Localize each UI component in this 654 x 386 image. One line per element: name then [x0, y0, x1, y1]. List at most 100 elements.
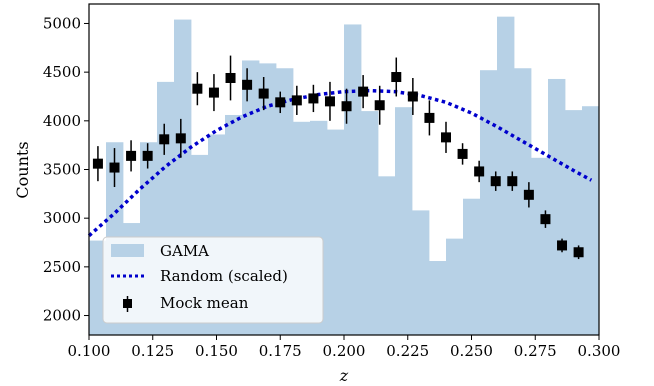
mock-mean-point	[175, 118, 186, 158]
mock-mean-marker	[424, 112, 435, 123]
gama-bar	[344, 24, 362, 335]
mock-mean-point	[109, 148, 120, 188]
mock-mean-point	[358, 75, 369, 109]
gama-bar	[326, 129, 345, 335]
legend-swatch-mock-marker	[123, 299, 132, 308]
gama-bar	[395, 107, 413, 335]
mock-mean-marker	[159, 134, 170, 145]
gama-bar	[565, 110, 583, 335]
mock-mean-marker	[192, 83, 203, 94]
legend-label-random: Random (scaled)	[160, 267, 288, 285]
gama-bar	[497, 16, 515, 335]
mock-mean-point	[557, 238, 568, 253]
y-tick-label: 4500	[43, 63, 81, 81]
mock-mean-marker	[324, 96, 335, 107]
gama-bar	[514, 68, 532, 336]
mock-mean-marker	[557, 240, 568, 251]
mock-mean-point	[275, 91, 286, 114]
mock-mean-point	[324, 81, 335, 121]
y-axis-ticks: 2000 2500 3000 3500 4000 4500 5000	[43, 14, 89, 325]
mock-mean-point	[391, 57, 402, 97]
mock-mean-marker	[242, 79, 253, 90]
x-tick-label: 0.175	[259, 342, 302, 360]
mock-mean-marker	[474, 166, 485, 177]
mock-mean-series	[92, 55, 584, 260]
mock-mean-point	[457, 143, 468, 165]
mock-mean-marker	[308, 93, 319, 104]
mock-mean-point	[225, 55, 236, 101]
x-axis-label: z	[339, 366, 349, 385]
gama-bar	[412, 210, 430, 335]
gama-bar	[428, 261, 447, 335]
y-tick-label: 2500	[43, 258, 81, 276]
mock-mean-marker	[523, 189, 534, 200]
mock-mean-marker	[208, 87, 219, 98]
mock-mean-point	[192, 72, 203, 106]
x-axis-ticks: 0.100 0.125 0.150 0.175 0.200 0.225 0.250 0.275…	[68, 335, 621, 360]
mock-mean-point	[573, 245, 584, 260]
x-tick-label: 0.100	[68, 342, 111, 360]
random-scaled-line	[87, 88, 593, 238]
mock-mean-marker	[358, 86, 369, 97]
y-tick-label: 5000	[43, 14, 81, 32]
y-tick-label: 2000	[43, 307, 81, 325]
legend-box	[102, 236, 324, 324]
x-tick-label: 0.150	[195, 342, 238, 360]
mock-mean-marker	[275, 97, 286, 108]
mock-mean-point	[208, 74, 219, 112]
gama-bar	[377, 176, 396, 335]
y-tick-label: 3500	[43, 161, 81, 179]
mock-mean-point	[507, 171, 518, 191]
gama-bar	[463, 198, 481, 335]
mock-mean-marker	[374, 100, 385, 111]
legend-label-gama: GAMA	[160, 242, 209, 260]
mock-mean-point	[441, 121, 451, 153]
mock-mean-point	[92, 146, 103, 182]
mock-mean-point	[474, 160, 485, 183]
mock-mean-marker	[507, 176, 518, 187]
y-tick-label: 4000	[43, 112, 81, 130]
mock-mean-marker	[540, 214, 551, 225]
x-tick-label: 0.250	[450, 342, 493, 360]
mock-mean-marker	[457, 148, 468, 159]
x-tick-label: 0.125	[131, 342, 174, 360]
gama-bar	[548, 78, 566, 335]
mock-mean-point	[159, 123, 170, 155]
mock-mean-point	[126, 140, 137, 172]
mock-mean-marker	[573, 247, 584, 258]
mock-mean-point	[142, 143, 153, 169]
mock-mean-marker	[225, 72, 236, 83]
mock-mean-point	[291, 85, 302, 115]
legend-label-mock: Mock mean	[160, 294, 249, 312]
mock-mean-point	[308, 84, 319, 113]
random-scaled-series	[87, 88, 593, 238]
mock-mean-marker	[291, 95, 302, 106]
mock-mean-point	[242, 68, 253, 102]
mock-mean-point	[258, 77, 269, 111]
mock-mean-point	[540, 210, 551, 228]
mock-mean-marker	[126, 150, 137, 161]
gama-bar	[361, 111, 379, 336]
gama-bar	[530, 157, 549, 335]
mock-mean-point	[341, 88, 352, 124]
x-tick-label: 0.300	[578, 342, 621, 360]
mock-mean-point	[374, 85, 385, 125]
mock-mean-point	[424, 100, 435, 136]
x-tick-label: 0.225	[386, 342, 429, 360]
mock-mean-marker	[258, 88, 269, 99]
gama-bar	[89, 240, 107, 335]
mock-mean-point	[490, 171, 501, 191]
mock-mean-point	[407, 77, 418, 115]
mock-mean-marker	[407, 91, 418, 102]
mock-mean-marker	[490, 176, 501, 187]
y-tick-label: 3000	[43, 209, 81, 227]
mock-mean-point	[523, 182, 534, 208]
y-axis-label: Counts	[13, 141, 32, 198]
mock-mean-marker	[341, 101, 352, 112]
legend: GAMA Random (scaled) Mock mean	[102, 236, 324, 324]
mock-mean-marker	[175, 133, 186, 144]
x-tick-label: 0.200	[323, 342, 366, 360]
mock-mean-marker	[92, 158, 103, 169]
x-tick-label: 0.275	[514, 342, 557, 360]
